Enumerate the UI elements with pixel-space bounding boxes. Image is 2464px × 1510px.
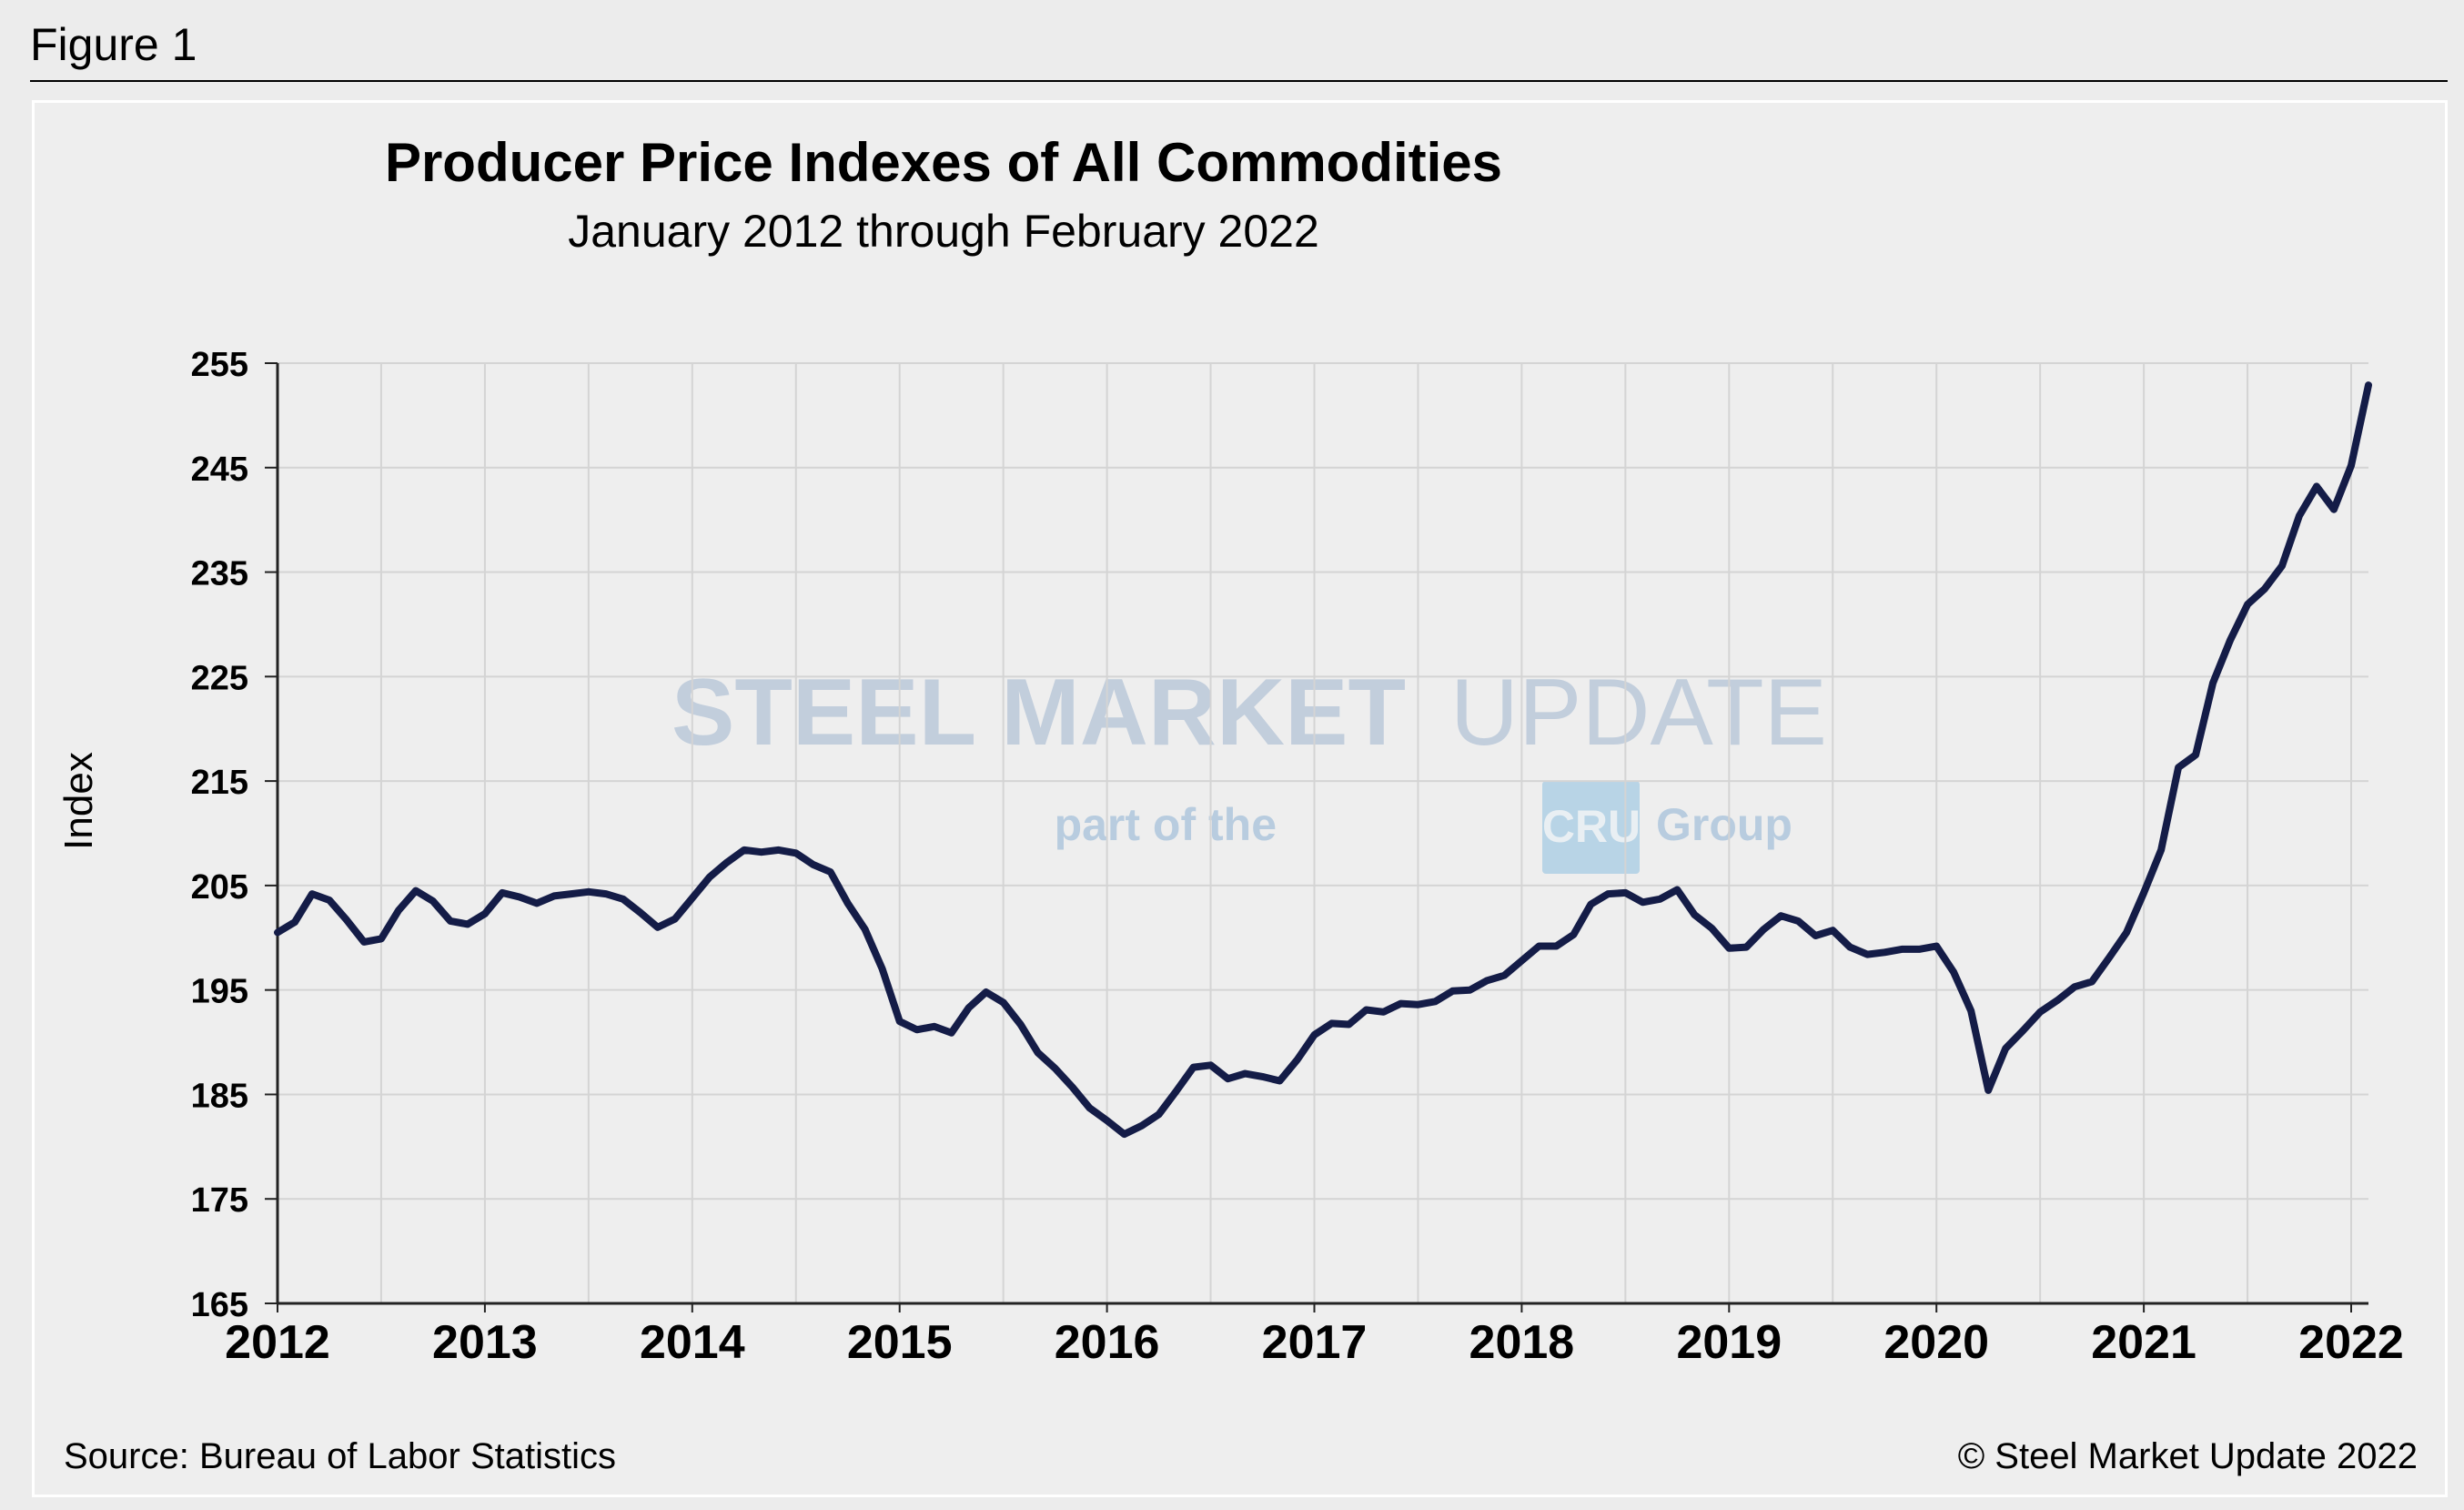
y-tick-label: 175 [191, 1181, 248, 1220]
x-tick-label: 2020 [1883, 1316, 1989, 1369]
watermark-cru: CRU [1542, 801, 1641, 852]
watermark-tagline-pre: part of the [1055, 799, 1277, 850]
series-line [274, 381, 2372, 1139]
watermark-logo: STEEL MARKET UPDATE part of the CRU Grou… [672, 538, 1827, 874]
y-tick-label: 205 [191, 868, 248, 907]
copyright-note: © Steel Market Update 2022 [1958, 1436, 2418, 1476]
x-tick-label: 2013 [432, 1316, 538, 1369]
x-tick-label: 2019 [1676, 1316, 1782, 1369]
watermark-tagline-post: Group [1656, 799, 1792, 850]
y-tick-label: 185 [191, 1077, 248, 1115]
axes [265, 362, 2368, 1312]
figure-divider [30, 80, 2448, 82]
y-tick-label: 245 [191, 451, 248, 489]
source-note: Source: Bureau of Labor Statistics [64, 1436, 616, 1476]
y-tick-label: 255 [191, 346, 248, 384]
y-tick-label: 235 [191, 555, 248, 593]
chart-panel: STEEL MARKET UPDATE part of the CRU Grou… [32, 100, 2448, 1497]
y-axis-label: Index [56, 752, 101, 850]
x-tick-label: 2022 [2298, 1316, 2404, 1369]
y-tick-label: 225 [191, 659, 248, 697]
x-tick-label: 2014 [640, 1316, 745, 1369]
x-tick-label: 2021 [2091, 1316, 2196, 1369]
figure-label: Figure 1 [30, 19, 197, 70]
chart: STEEL MARKET UPDATE part of the CRU Grou… [56, 132, 2418, 1476]
y-tick-label: 165 [191, 1286, 248, 1324]
chart-subtitle: January 2012 through February 2022 [568, 206, 1319, 257]
x-tick-label: 2017 [1262, 1316, 1368, 1369]
x-tick-label: 2015 [847, 1316, 953, 1369]
x-tick-labels: 2012 2013 2014 2015 2016 2017 2018 2019 2020 2021… [225, 1316, 2404, 1369]
watermark-cru-box [1542, 781, 1640, 874]
x-tick-label: 2018 [1469, 1316, 1575, 1369]
x-tick-label: 2016 [1055, 1316, 1160, 1369]
chart-title: Producer Price Indexes of All Commoditie… [385, 132, 1502, 193]
y-tick-labels: 165 175 185 195 205 215 225 235 245 255 [191, 346, 248, 1324]
y-tick-label: 215 [191, 764, 248, 802]
series-layer [274, 381, 2372, 1139]
y-tick-label: 195 [191, 973, 248, 1011]
grid [278, 362, 2368, 1303]
x-tick-label: 2012 [225, 1316, 330, 1369]
